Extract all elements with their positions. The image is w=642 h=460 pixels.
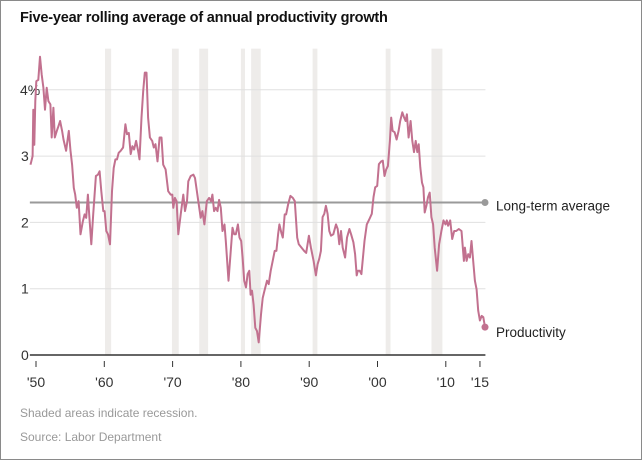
x-tick-label: '90 (300, 374, 318, 390)
x-tick-label: '50 (27, 374, 45, 390)
x-axis-ticks: '50 '60 '70 '80 '90 '00 '10 '15 (27, 361, 489, 390)
x-tick-label: '10 (437, 374, 455, 390)
productivity-line (29, 55, 486, 344)
x-tick-label: '70 (163, 374, 181, 390)
x-tick-label: '15 (471, 374, 489, 390)
chart-title: Five-year rolling average of annual prod… (20, 10, 388, 26)
y-tick-label: 1 (21, 281, 29, 297)
x-tick-label: '00 (368, 374, 386, 390)
y-tick-label: 0 (21, 347, 29, 363)
y-tick-label: 3 (21, 148, 29, 164)
productivity-label: Productivity (496, 325, 566, 340)
long-term-average-label: Long-term average (496, 199, 610, 214)
series-group: Long-term average Productivity (29, 55, 610, 344)
y-tick-label: 4% (20, 82, 40, 98)
recession-note: Shaded areas indicate recession. (20, 406, 198, 420)
productivity-end-dot (481, 323, 489, 331)
x-tick-label: '80 (232, 374, 250, 390)
x-tick-label: '60 (95, 374, 113, 390)
source-credit: Source: Labor Department (20, 430, 162, 444)
y-tick-label: 2 (21, 214, 29, 230)
long-term-average-end-dot (481, 199, 489, 207)
